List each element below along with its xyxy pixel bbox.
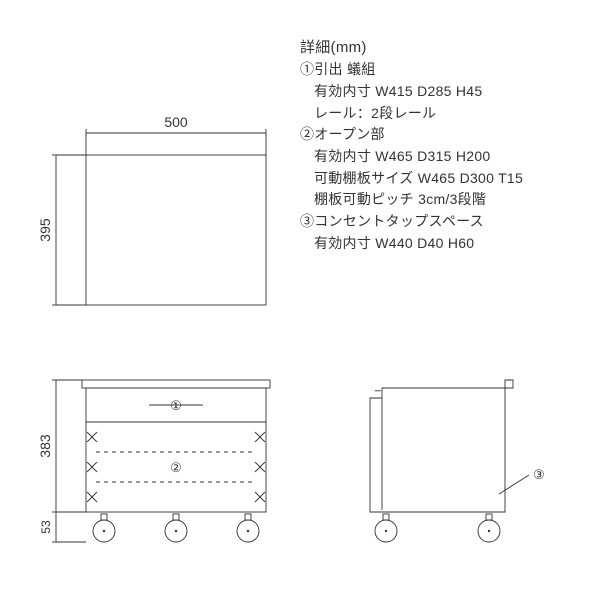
svg-text:500: 500 — [164, 114, 188, 130]
svg-text:383: 383 — [37, 434, 53, 458]
svg-text:②: ② — [170, 460, 182, 475]
svg-text:①: ① — [170, 398, 182, 413]
svg-text:53: 53 — [39, 520, 53, 534]
spec-item-1: ①引出 蟻組 有効内寸 W415 D285 H45 レール：2段レール — [300, 59, 523, 124]
spec-title: 詳細(mm) — [300, 36, 523, 59]
spec-text: 詳細(mm) ①引出 蟻組 有効内寸 W415 D285 H45 レール：2段レ… — [300, 36, 523, 254]
spec-item-3: ③コンセントタップスペース 有効内寸 W440 D40 H60 — [300, 211, 523, 254]
svg-text:③: ③ — [533, 467, 545, 482]
spec-item-2: ②オープン部 有効内寸 W465 D315 H200 可動棚板サイズ W465 … — [300, 124, 523, 211]
svg-text:395: 395 — [37, 218, 53, 242]
